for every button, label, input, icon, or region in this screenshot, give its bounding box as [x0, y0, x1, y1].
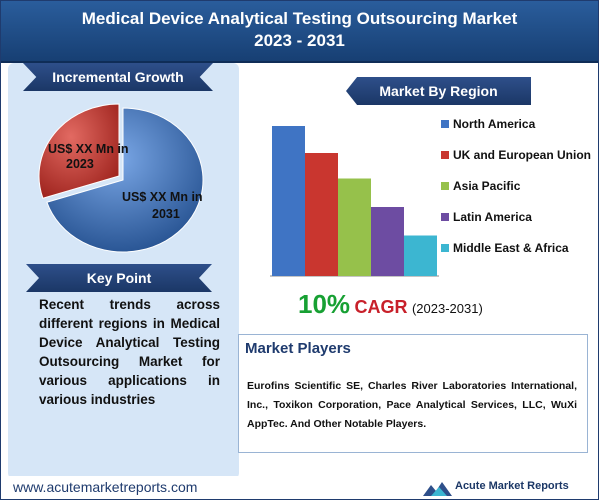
bar-north-america: [272, 126, 305, 276]
pie-label-2023: US$ XX Mn in 2023: [48, 142, 132, 171]
bar-latin-america: [371, 207, 404, 276]
bar-asia-pacific: [338, 178, 371, 276]
website-link[interactable]: www.acutemarketreports.com: [13, 479, 198, 495]
legend-swatch: [441, 182, 449, 190]
page-subtitle: 2023 - 2031: [254, 31, 345, 50]
market-by-region-ribbon: Market By Region: [346, 77, 531, 105]
page-title: Medical Device Analytical Testing Outsou…: [81, 9, 518, 28]
bar-uk-and-european-union: [305, 153, 338, 276]
market-players-text: Eurofins Scientific SE, Charles River La…: [247, 380, 577, 430]
incremental-growth-pie: US$ XX Mn in 2023 US$ XX Mn in 2031: [38, 103, 206, 253]
incremental-growth-ribbon: Incremental Growth: [23, 63, 213, 91]
key-point-text: Recent trends across different regions i…: [39, 297, 220, 407]
cagr-value: 10%: [298, 289, 351, 319]
legend-label: Latin America: [453, 210, 532, 224]
legend-swatch: [441, 244, 449, 252]
logo-text: Acute Market Reports: [455, 480, 569, 492]
legend-label: North America: [453, 117, 536, 131]
cagr-label: CAGR: [354, 297, 408, 317]
pie-label-2031: US$ XX Mn in 2031: [122, 190, 206, 221]
cagr-block: 10% CAGR (2023-2031): [298, 289, 483, 320]
market-players-title: Market Players: [245, 340, 351, 357]
company-logo: Acute Market Reports: [423, 479, 593, 497]
market-players-box: Market Players Eurofins Scientific SE, C…: [238, 334, 588, 453]
header-banner: Medical Device Analytical Testing Outsou…: [1, 1, 598, 63]
market-by-region-chart: North America UK and European Union Asia P…: [270, 117, 591, 277]
pie-slice-2023: [38, 103, 120, 199]
legend-label: Middle East & Africa: [453, 241, 569, 255]
key-point-ribbon: Key Point: [26, 264, 212, 292]
legend-label: Asia Pacific: [453, 179, 521, 193]
legend-swatch: [441, 213, 449, 221]
pie-slice-2031: [46, 107, 204, 253]
legend-label: UK and European Union: [453, 148, 591, 162]
logo-mountains-icon: [423, 482, 452, 496]
cagr-period: (2023-2031): [411, 301, 483, 316]
legend-swatch: [441, 120, 449, 128]
legend-swatch: [441, 151, 449, 159]
bar-middle-east-africa: [404, 235, 437, 276]
